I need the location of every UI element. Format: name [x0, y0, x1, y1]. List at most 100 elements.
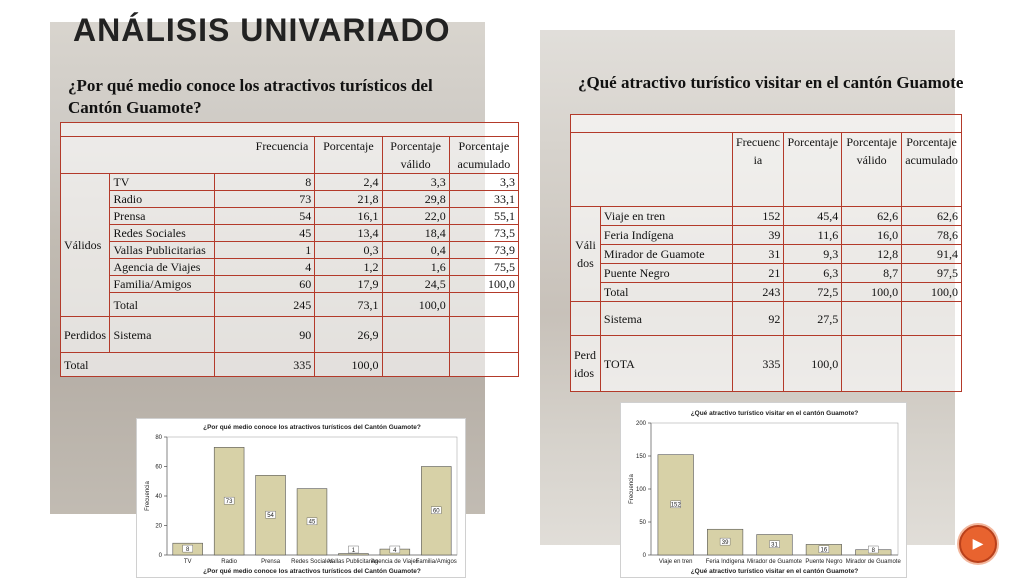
x-tick-label: Familia/Amigos [416, 559, 457, 565]
row-label: Feria Indígena [599, 225, 733, 245]
y-tick-label: 40 [155, 494, 162, 500]
row-label: Total [59, 352, 216, 377]
cell-cumulative-percent: 97,5 [901, 263, 962, 283]
y-tick-label: 200 [636, 421, 647, 427]
cell-percent: 73,1 [314, 292, 383, 317]
cell-valid-percent: 3,3 [381, 173, 450, 191]
row-label: TV [109, 173, 216, 191]
y-tick-label: 150 [636, 454, 647, 460]
data-label-box [670, 500, 681, 509]
left-question-title: ¿Por qué medio conoce los atractivos tur… [68, 76, 433, 117]
data-label: 1 [352, 548, 356, 554]
page-title: Análisis univariado [73, 12, 451, 48]
cell-valid-percent: 24,5 [381, 275, 450, 293]
x-tick-label: Redes Sociales [291, 559, 333, 565]
cell-empty [448, 352, 520, 377]
cell-empty [448, 316, 520, 353]
cell-valid-percent: 29,8 [381, 190, 450, 208]
cell-cumulative-percent: 75,5 [448, 258, 520, 276]
valid-group-label: Válidos [59, 173, 111, 317]
cell-frequency: 8 [214, 173, 316, 191]
cell-percent: 0,3 [314, 241, 383, 259]
cell-valid-percent: 16,0 [841, 225, 903, 245]
cell-valid-percent: 0,4 [381, 241, 450, 259]
row-label: Total [109, 292, 216, 317]
cell-cumulative-percent: 100,0 [901, 282, 962, 302]
cell-frequency: 73 [214, 190, 316, 208]
row-label: Total [599, 282, 733, 302]
cell-cumulative-percent: 62,6 [901, 206, 962, 226]
y-tick-label: 60 [155, 465, 162, 471]
x-tick-label: Viaje en tren [659, 559, 693, 565]
cell-cumulative-percent: 78,6 [901, 225, 962, 245]
header-porcentaje-acumulado: Porcentaje acumulado [901, 132, 962, 207]
header-porcentaje: Porcentaje [783, 132, 843, 207]
x-tick-label: Puente Negro [805, 559, 843, 565]
cell-valid-percent: 18,4 [381, 224, 450, 242]
y-tick-label: 100 [636, 487, 647, 493]
cell-percent: 27,5 [783, 301, 843, 336]
cell-frequency: 60 [214, 275, 316, 293]
data-label: 4 [393, 548, 397, 554]
data-label-box [719, 537, 731, 546]
cell-frequency: 1 [214, 241, 316, 259]
x-axis-label: ¿Por qué medio conoce los atractivos tur… [203, 568, 421, 575]
bar [338, 553, 369, 556]
chart-title: ¿Por qué medio conoce los atractivos tur… [203, 424, 421, 431]
row-label: Vallas Publicitarias [109, 241, 216, 259]
row-label: Sistema [599, 301, 733, 336]
data-label: 152 [671, 503, 682, 509]
cell-cumulative-percent: 33,1 [448, 190, 520, 208]
row-label: Puente Negro [599, 263, 733, 283]
lost-group-label: Perdidos [59, 316, 111, 353]
cell-percent: 2,4 [314, 173, 383, 191]
row-label: Radio [109, 190, 216, 208]
media-bar-chart: ¿Por qué medio conoce los atractivos tur… [136, 418, 466, 578]
cell-cumulative-percent: 55,1 [448, 207, 520, 225]
header-porcentaje-valido: Porcentaje válido [841, 132, 903, 207]
data-label-box [348, 545, 359, 554]
next-slide-button[interactable]: ▶ [959, 525, 997, 563]
media-frequency-table: Frecuencia Porcentaje Porcentaje válido … [59, 122, 520, 377]
data-label-box [389, 545, 401, 554]
cell-frequency: 245 [214, 292, 316, 317]
cell-percent: 100,0 [314, 352, 383, 377]
y-tick-label: 20 [155, 524, 162, 530]
cell-empty [381, 352, 450, 377]
cell-frequency: 243 [731, 282, 785, 302]
cell-frequency: 54 [214, 207, 316, 225]
cell-percent: 72,5 [783, 282, 843, 302]
row-label: Mirador de Guamote [599, 244, 733, 264]
valid-group-label: Válidos [570, 206, 601, 302]
x-tick-label: Mirador de Guamote [747, 559, 803, 565]
cell-valid-percent: 100,0 [841, 282, 903, 302]
cell-frequency: 335 [731, 335, 785, 392]
cell-percent: 100,0 [783, 335, 843, 392]
cell-frequency: 92 [731, 301, 785, 336]
attraction-bar-chart-svg: ¿Qué atractivo turístico visitar en el c… [629, 410, 901, 575]
row-label: Sistema [109, 316, 216, 353]
data-label-box [818, 545, 830, 553]
cell-empty [901, 335, 962, 392]
cell-percent: 11,6 [783, 225, 843, 245]
cell-frequency: 31 [731, 244, 785, 264]
data-label: 8 [186, 547, 190, 553]
row-label: Agencia de Viajes [109, 258, 216, 276]
y-axis-label: Frecuencia [145, 481, 151, 511]
data-label-box [769, 540, 780, 548]
cell-percent: 45,4 [783, 206, 843, 226]
y-tick-label: 0 [159, 553, 163, 559]
y-tick-label: 80 [155, 435, 162, 441]
cell-valid-percent: 1,6 [381, 258, 450, 276]
row-label: Familia/Amigos [109, 275, 216, 293]
cell-frequency: 4 [214, 258, 316, 276]
attraction-bar-chart: ¿Qué atractivo turístico visitar en el c… [620, 402, 907, 578]
header-porcentaje-valido: Porcentaje válido [381, 136, 450, 174]
cell-frequency: 152 [731, 206, 785, 226]
media-bar-chart-svg: ¿Por qué medio conoce los atractivos tur… [145, 424, 458, 575]
cell-frequency: 335 [214, 352, 316, 377]
row-label: Prensa [109, 207, 216, 225]
data-label: 45 [309, 520, 316, 526]
cell-empty [381, 316, 450, 353]
data-label-box [868, 545, 879, 554]
